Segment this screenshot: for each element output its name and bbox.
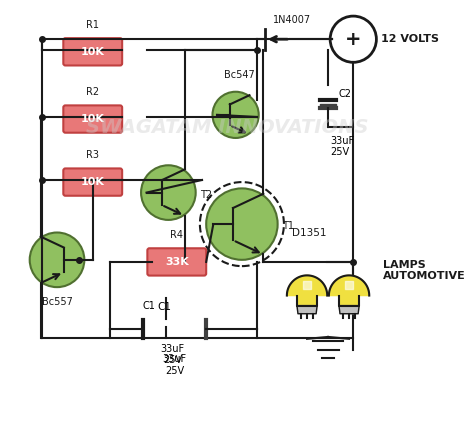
- Text: +: +: [345, 30, 362, 49]
- Text: 1N4007: 1N4007: [273, 14, 311, 25]
- Text: R4: R4: [170, 230, 183, 240]
- Text: Bc557: Bc557: [42, 297, 73, 307]
- Polygon shape: [297, 306, 317, 314]
- Circle shape: [30, 233, 84, 287]
- Text: C1: C1: [143, 301, 156, 311]
- Text: Bc547: Bc547: [224, 70, 255, 80]
- Text: R1: R1: [86, 20, 99, 30]
- Text: R2: R2: [86, 87, 99, 97]
- Circle shape: [330, 16, 376, 62]
- Polygon shape: [339, 306, 359, 314]
- Circle shape: [141, 165, 196, 220]
- Text: SWAGATAM INNOVATIONS: SWAGATAM INNOVATIONS: [86, 118, 368, 137]
- Text: C1: C1: [158, 302, 172, 312]
- Text: 10K: 10K: [81, 177, 105, 187]
- Text: C2: C2: [338, 89, 352, 99]
- Polygon shape: [287, 275, 327, 306]
- Text: 33uF
25V: 33uF 25V: [161, 344, 185, 365]
- Text: 10K: 10K: [81, 47, 105, 57]
- Text: T2: T2: [200, 190, 212, 200]
- Text: D1351: D1351: [292, 228, 327, 237]
- Text: 33uF
25V: 33uF 25V: [163, 354, 187, 376]
- FancyBboxPatch shape: [64, 38, 122, 66]
- Text: 10K: 10K: [81, 114, 105, 124]
- Text: R3: R3: [86, 150, 99, 160]
- Text: 33uF
25V: 33uF 25V: [330, 136, 354, 157]
- FancyBboxPatch shape: [64, 105, 122, 133]
- Text: 12 VOLTS: 12 VOLTS: [381, 34, 438, 44]
- Text: 33K: 33K: [165, 257, 189, 267]
- FancyBboxPatch shape: [64, 168, 122, 196]
- FancyBboxPatch shape: [147, 248, 206, 275]
- Polygon shape: [329, 275, 369, 306]
- Circle shape: [206, 188, 278, 260]
- Text: LAMPS
AUTOMOTIVE: LAMPS AUTOMOTIVE: [383, 260, 465, 281]
- Text: T1: T1: [282, 221, 294, 231]
- Circle shape: [212, 92, 259, 138]
